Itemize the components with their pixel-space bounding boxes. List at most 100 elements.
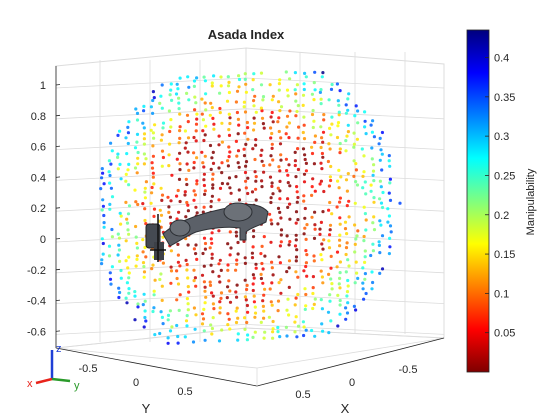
- scatter-point: [194, 284, 198, 288]
- scatter-point: [250, 251, 254, 255]
- scatter-point: [243, 327, 247, 331]
- scatter-point: [246, 191, 250, 196]
- scatter-point: [135, 171, 139, 175]
- scatter-point: [260, 116, 265, 120]
- scatter-point: [203, 192, 207, 196]
- scatter-point: [174, 92, 179, 96]
- scatter-point: [125, 217, 129, 221]
- scatter-point: [178, 151, 182, 155]
- scatter-point: [135, 132, 140, 136]
- scatter-point: [352, 159, 356, 163]
- scatter-point: [178, 293, 182, 297]
- scatter-point: [378, 219, 382, 223]
- scatter-point: [252, 300, 256, 304]
- scatter-point: [262, 235, 266, 239]
- scatter-point: [133, 294, 137, 298]
- scatter-point: [269, 136, 273, 140]
- scatter-point: [301, 130, 305, 135]
- scatter-point: [338, 233, 342, 237]
- scatter-point: [226, 312, 230, 316]
- scatter-point: [186, 302, 190, 306]
- scatter-point: [287, 313, 291, 317]
- scatter-point: [354, 104, 358, 108]
- scatter-point: [279, 240, 283, 244]
- scatter-point: [236, 132, 240, 136]
- scatter-point: [346, 172, 350, 176]
- scatter-point: [279, 233, 283, 237]
- scatter-point: [143, 190, 147, 194]
- scatter-point: [353, 223, 357, 227]
- scatter-point: [277, 88, 281, 92]
- scatter-point: [143, 196, 147, 200]
- scatter-point: [263, 330, 267, 334]
- scatter-point: [310, 185, 314, 189]
- scatter-point: [169, 82, 173, 86]
- scatter-point: [302, 194, 306, 198]
- scatter-point: [252, 294, 256, 298]
- scatter-point: [252, 121, 257, 125]
- scatter-point: [327, 98, 331, 102]
- scatter-point: [169, 88, 173, 92]
- scatter-point: [318, 90, 322, 94]
- scatter-point: [337, 103, 341, 107]
- scatter-point: [127, 162, 131, 166]
- scatter-point: [151, 144, 155, 148]
- scatter-point: [166, 341, 170, 345]
- scatter-point: [277, 255, 281, 259]
- scatter-point: [276, 186, 280, 190]
- scatter-point: [192, 79, 197, 83]
- scatter-point: [261, 281, 265, 285]
- scatter-point: [212, 307, 216, 311]
- scatter-point: [345, 294, 349, 298]
- scatter-point: [370, 146, 374, 150]
- scatter-point: [305, 274, 309, 278]
- scatter-point: [236, 117, 240, 121]
- colorbar-tick-label: 0.2: [494, 210, 509, 222]
- scatter-point: [150, 191, 154, 195]
- scatter-point: [136, 162, 140, 166]
- scatter-point: [277, 281, 281, 285]
- scatter-point: [141, 202, 145, 206]
- scatter-point: [270, 181, 274, 185]
- scatter-point: [209, 199, 213, 203]
- scatter-point: [252, 116, 256, 120]
- scatter-point: [344, 178, 349, 182]
- scatter-point: [250, 256, 255, 260]
- scatter-point: [320, 136, 324, 140]
- scatter-point: [142, 142, 146, 146]
- scatter-point: [284, 132, 288, 136]
- z-tick-mark: [55, 145, 61, 147]
- scatter-point: [169, 249, 173, 253]
- scatter-point: [149, 201, 153, 205]
- scatter-point: [262, 336, 266, 340]
- scatter-point: [347, 215, 351, 219]
- scatter-point: [261, 304, 265, 308]
- scatter-point: [287, 163, 291, 167]
- scatter-point: [268, 163, 272, 167]
- scatter-point: [295, 185, 299, 189]
- scatter-point: [286, 181, 290, 185]
- scatter-point: [260, 159, 264, 163]
- scatter-point: [203, 301, 207, 305]
- scatter-point: [194, 122, 199, 126]
- scatter-point: [296, 147, 300, 151]
- scatter-point: [210, 256, 214, 260]
- scatter-point: [101, 204, 105, 208]
- scatter-point: [320, 242, 324, 246]
- scatter-point: [243, 110, 248, 114]
- scatter-point: [152, 136, 156, 140]
- scatter-point: [228, 327, 232, 331]
- scatter-point: [166, 195, 170, 199]
- scatter-point: [142, 126, 146, 130]
- scatter-point: [218, 311, 222, 315]
- scatter-point: [251, 335, 255, 339]
- scatter-point: [226, 75, 230, 79]
- scatter-point: [193, 95, 197, 99]
- scatter-point: [262, 316, 266, 320]
- scatter-point: [313, 297, 317, 301]
- colorbar-tick-label: 0.25: [494, 170, 515, 182]
- scatter-point: [142, 325, 146, 329]
- scatter-point: [285, 169, 289, 173]
- scatter-point: [127, 183, 131, 187]
- scatter-point: [243, 316, 247, 320]
